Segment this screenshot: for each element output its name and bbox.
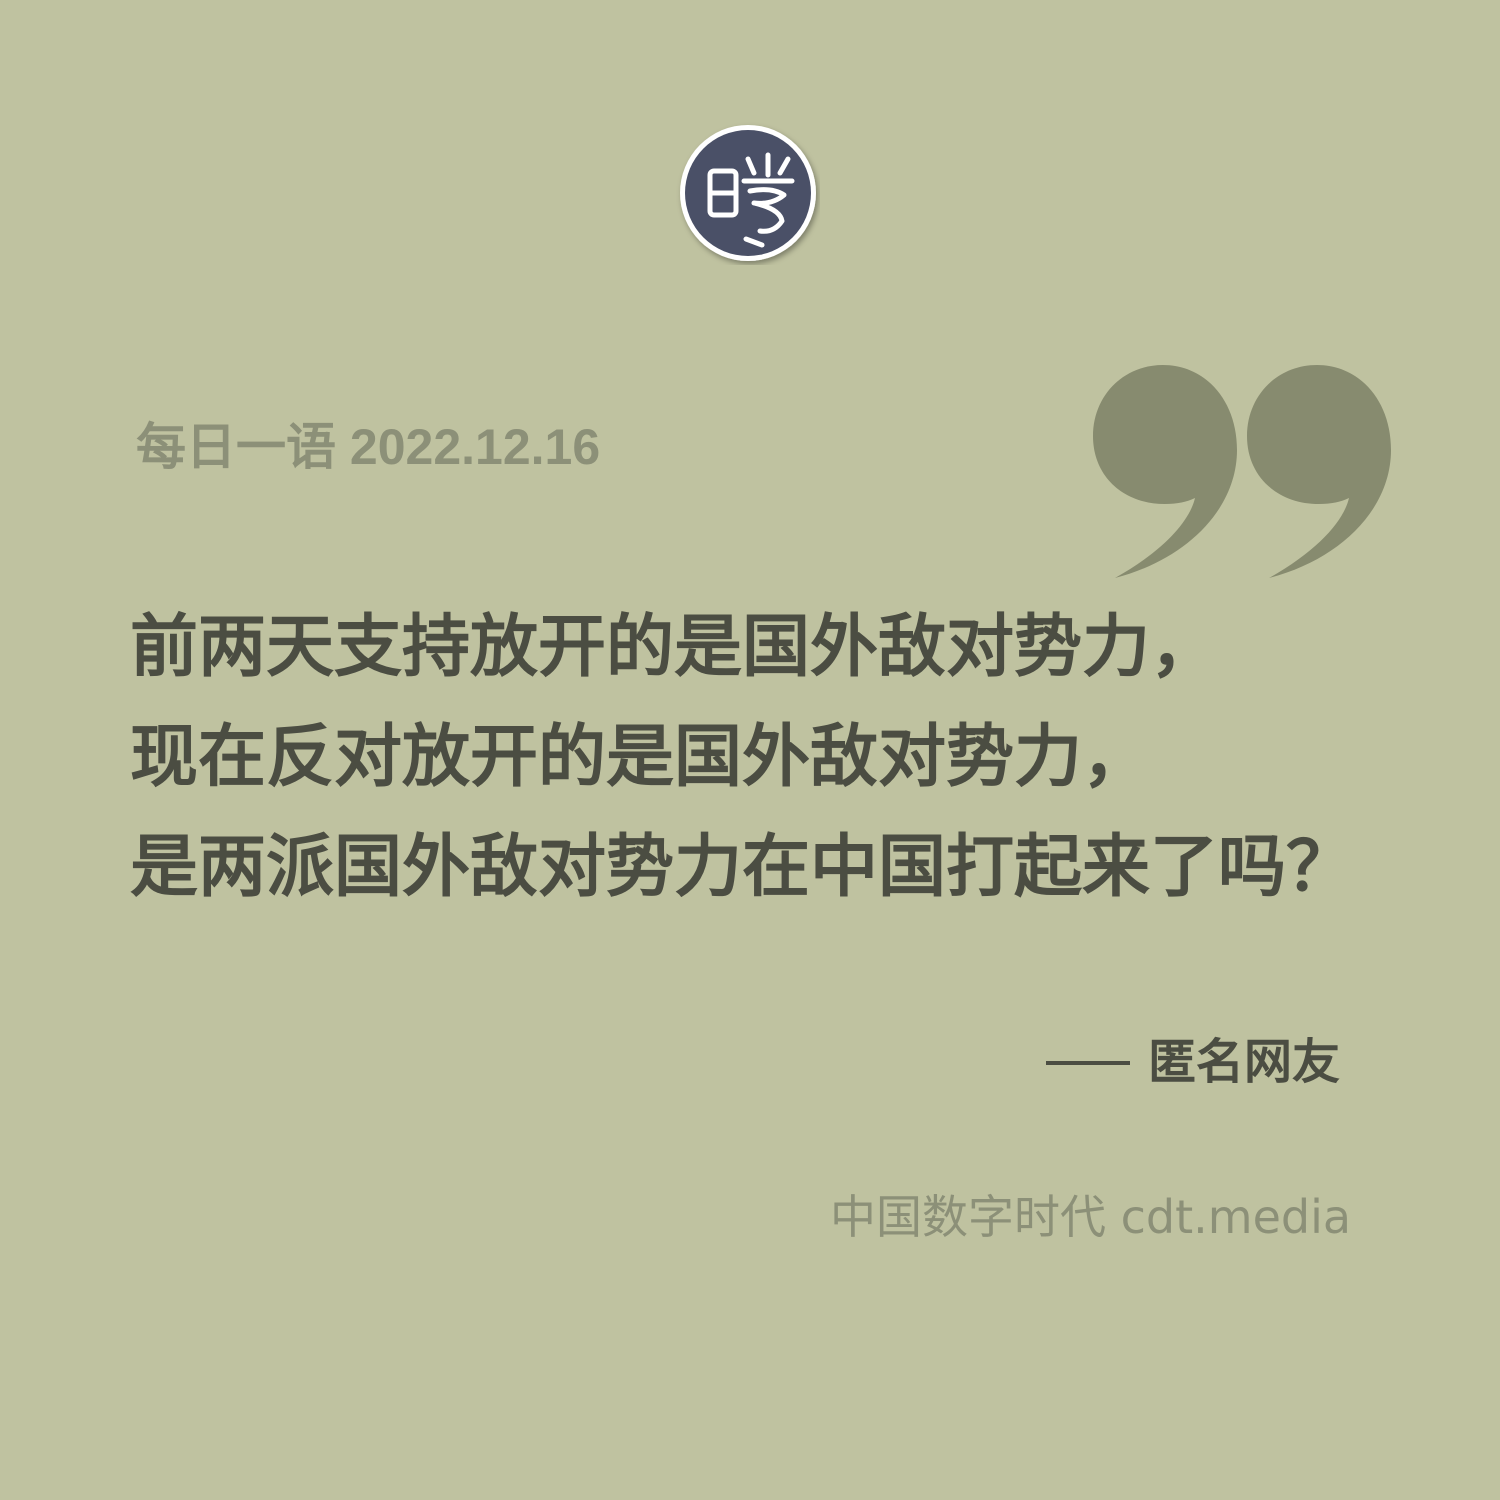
quote-attribution: 匿名网友 <box>1046 1030 1340 1094</box>
quote-line-2: 现在反对放开的是国外敌对势力， <box>130 717 1151 797</box>
quote-text: 前两天支持放开的是国外敌对势力， 现在反对放开的是国外敌对势力， 是两派国外敌对… <box>130 592 1354 922</box>
footer-brand: 中国数字时代 cdt.media <box>830 1190 1352 1244</box>
date-label: 每日一语 2022.12.16 <box>136 419 601 475</box>
cdt-seal-logo-icon <box>676 121 820 265</box>
quote-line-1: 前两天支持放开的是国外敌对势力， <box>130 607 1219 687</box>
quote-line-3: 是两派国外敌对势力在中国打起来了吗？ <box>130 827 1355 907</box>
logo-seal-graphic <box>680 125 816 261</box>
attribution-author: 匿名网友 <box>1148 1034 1341 1090</box>
quotation-mark-graphic <box>1093 365 1391 578</box>
quotation-mark-icon <box>1085 360 1405 585</box>
attribution-dash <box>1046 1061 1130 1065</box>
